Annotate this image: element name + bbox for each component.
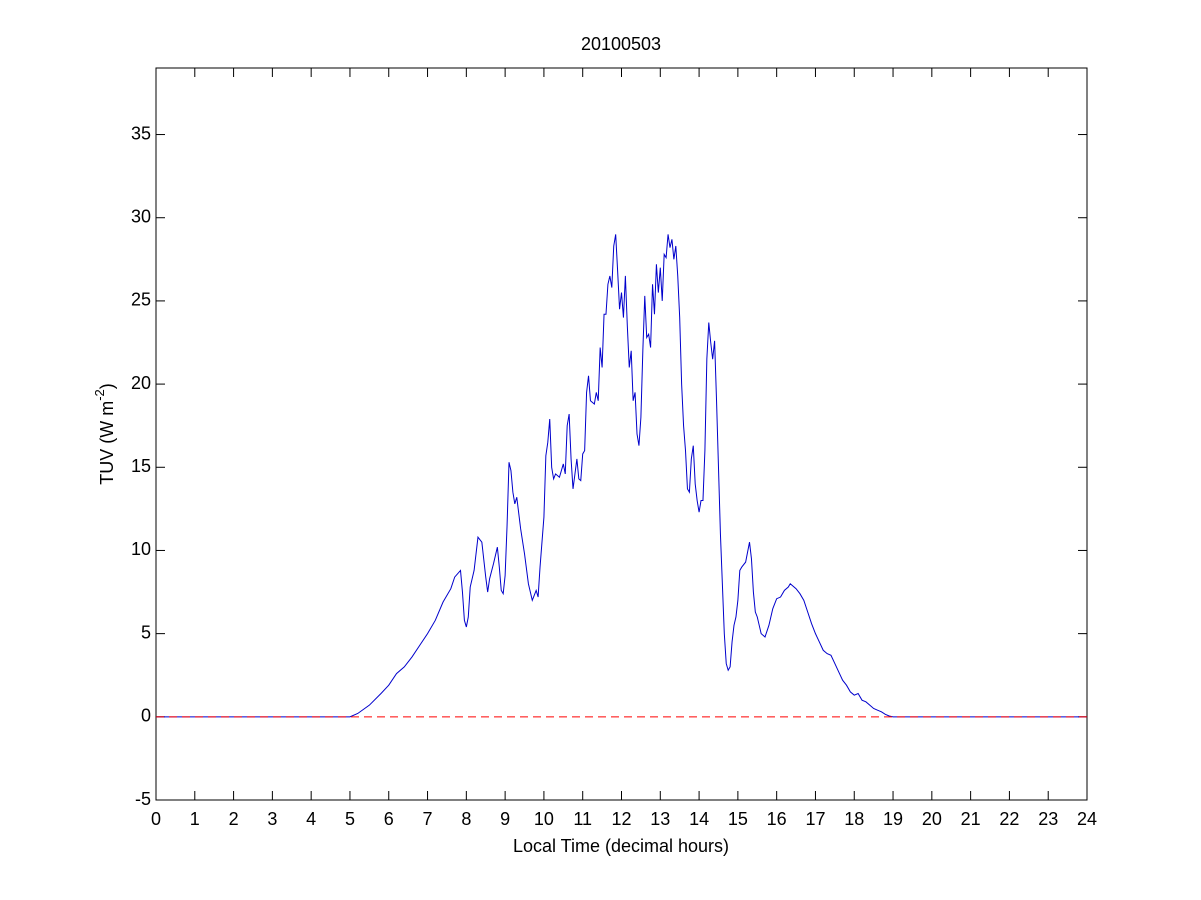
x-tick-label: 20	[922, 809, 942, 829]
y-tick-label: 10	[131, 539, 151, 559]
x-tick-label: 1	[190, 809, 200, 829]
x-tick-label: 14	[689, 809, 709, 829]
y-tick-label: 0	[141, 706, 151, 726]
x-tick-label: 19	[883, 809, 903, 829]
axes-box	[155, 67, 1088, 801]
y-tick-label: -5	[135, 789, 151, 809]
x-tick-label: 3	[267, 809, 277, 829]
y-tick-label: 5	[141, 622, 151, 642]
chart-title: 20100503	[581, 34, 661, 54]
x-tick-label: 6	[384, 809, 394, 829]
y-tick-label: 35	[131, 123, 151, 143]
x-tick-label: 24	[1077, 809, 1097, 829]
x-tick-label: 8	[461, 809, 471, 829]
x-tick-label: 17	[805, 809, 825, 829]
x-tick-label: 12	[611, 809, 631, 829]
x-tick-label: 2	[229, 809, 239, 829]
x-tick-label: 16	[767, 809, 787, 829]
x-tick-label: 11	[573, 809, 592, 829]
x-tick-label: 5	[345, 809, 355, 829]
x-tick-label: 4	[306, 809, 316, 829]
x-tick-label: 15	[728, 809, 748, 829]
data-line	[156, 234, 1087, 718]
y-tick-label: 15	[131, 456, 151, 476]
y-tick-label: 25	[131, 290, 151, 310]
x-tick-label: 7	[423, 809, 433, 829]
y-label-superscript: -2	[92, 389, 107, 401]
x-tick-label: 21	[961, 809, 981, 829]
y-axis-label: TUV (W m-2)	[92, 383, 116, 485]
x-tick-label: 10	[534, 809, 554, 829]
x-tick-label: 22	[999, 809, 1019, 829]
x-tick-label: 18	[844, 809, 864, 829]
y-tick-label: 30	[131, 206, 151, 226]
y-tick-label: 20	[131, 373, 151, 393]
x-tick-label: 13	[650, 809, 670, 829]
x-tick-label: 9	[500, 809, 510, 829]
y-label-text: TUV (W m	[97, 401, 117, 485]
x-axis-label: Local Time (decimal hours)	[513, 836, 729, 856]
x-tick-label: 0	[151, 809, 161, 829]
x-tick-label: 23	[1038, 809, 1058, 829]
y-label-suffix: )	[97, 383, 117, 389]
